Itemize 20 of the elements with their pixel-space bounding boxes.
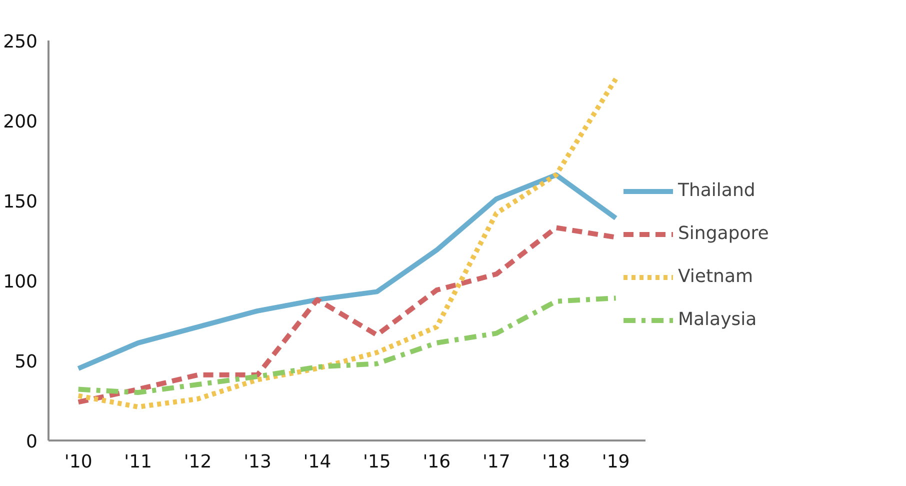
x-tick-label: '16 <box>422 452 451 472</box>
x-tick-label: '13 <box>244 452 272 472</box>
y-tick-label: 0 <box>26 432 38 452</box>
x-tick-label: '11 <box>124 452 152 472</box>
y-tick-label: 100 <box>3 272 38 292</box>
x-tick-label: '14 <box>303 452 332 472</box>
legend-label: Singapore <box>678 223 769 244</box>
legend-label: Malaysia <box>678 309 757 330</box>
x-tick-label: '19 <box>602 452 630 472</box>
y-tick-label: 200 <box>3 112 38 132</box>
x-tick-label: '18 <box>542 452 570 472</box>
legend-label: Thailand <box>678 180 756 201</box>
x-tick-label: '10 <box>64 452 92 472</box>
legend-label: Vietnam <box>678 266 754 287</box>
x-tick-label: '17 <box>482 452 510 472</box>
x-tick-label: '12 <box>184 452 212 472</box>
y-tick-label: 150 <box>3 192 38 212</box>
y-tick-label: 50 <box>14 352 38 372</box>
y-tick-label: 250 <box>3 32 38 52</box>
x-tick-label: '15 <box>363 452 391 472</box>
